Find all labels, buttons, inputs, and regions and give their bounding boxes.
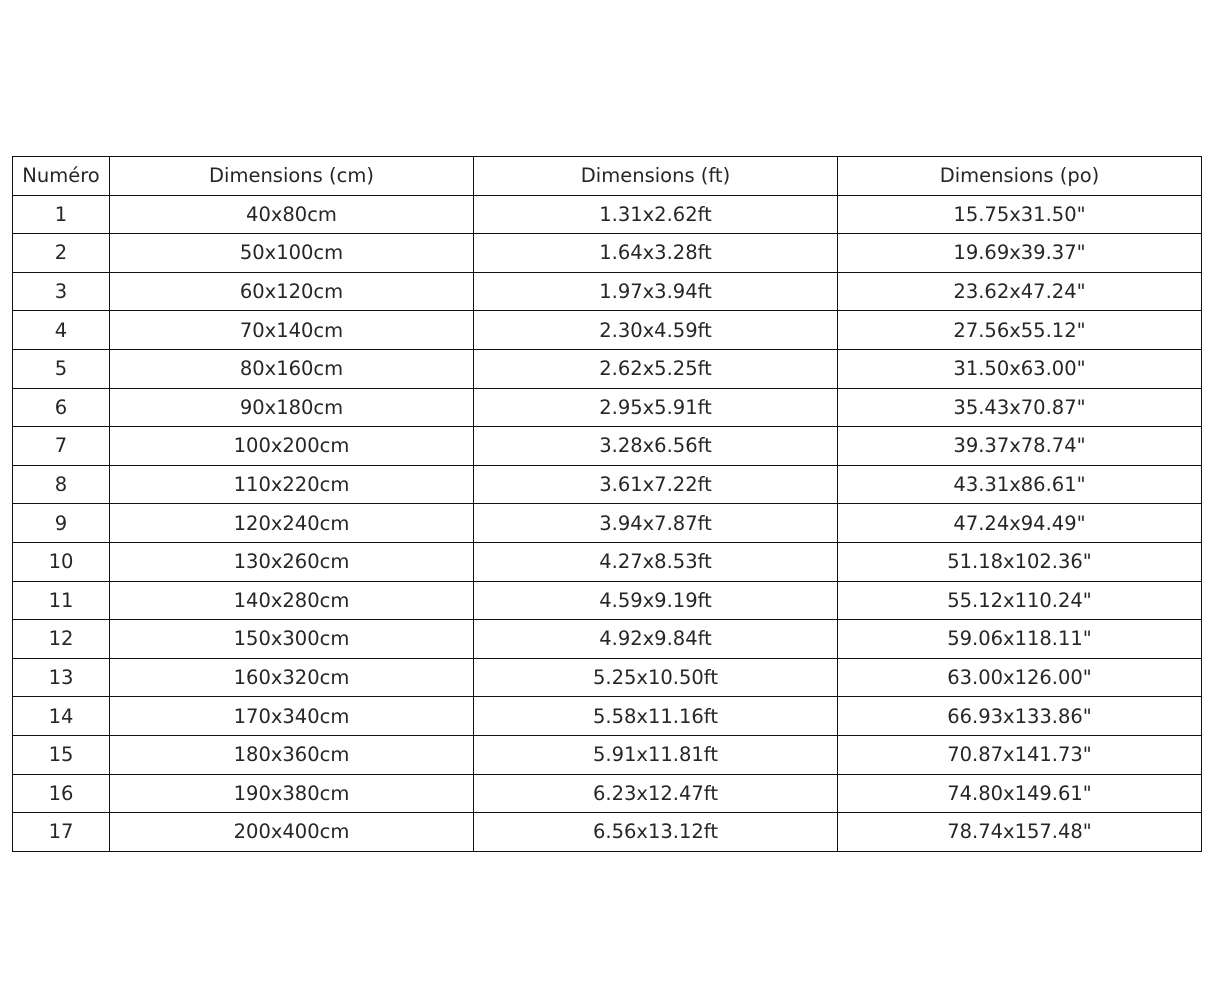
cell-dimensions-cm: 120x240cm — [109, 503, 474, 543]
cell-numero: 6 — [12, 387, 110, 428]
table-row: 8 110x220cm 3.61x7.22ft 43.31x86.61" — [12, 464, 1202, 505]
header-dimensions-po: Dimensions (po) — [837, 156, 1202, 196]
cell-dimensions-ft: 6.56x13.12ft — [473, 812, 838, 852]
cell-dimensions-cm: 80x160cm — [109, 348, 474, 389]
cell-dimensions-po: 35.43x70.87" — [837, 387, 1202, 428]
table-row: 1 40x80cm 1.31x2.62ft 15.75x31.50" — [12, 194, 1202, 235]
table-row: 4 70x140cm 2.30x4.59ft 27.56x55.12" — [12, 310, 1202, 350]
cell-numero: 17 — [12, 812, 110, 852]
cell-numero: 16 — [12, 773, 110, 814]
cell-numero: 10 — [12, 541, 110, 582]
cell-dimensions-cm: 190x380cm — [109, 773, 474, 814]
cell-dimensions-po: 47.24x94.49" — [837, 503, 1202, 543]
cell-dimensions-ft: 6.23x12.47ft — [473, 773, 838, 814]
cell-dimensions-po: 74.80x149.61" — [837, 773, 1202, 814]
table-row: 6 90x180cm 2.95x5.91ft 35.43x70.87" — [12, 387, 1202, 428]
cell-numero: 4 — [12, 310, 110, 350]
header-numero: Numéro — [12, 156, 110, 196]
cell-numero: 5 — [12, 348, 110, 389]
cell-dimensions-po: 63.00x126.00" — [837, 657, 1202, 698]
table-row: 2 50x100cm 1.64x3.28ft 19.69x39.37" — [12, 233, 1202, 273]
table-row: 17 200x400cm 6.56x13.12ft 78.74x157.48" — [12, 812, 1202, 852]
cell-dimensions-cm: 40x80cm — [109, 194, 474, 235]
cell-dimensions-po: 70.87x141.73" — [837, 734, 1202, 775]
cell-dimensions-cm: 130x260cm — [109, 541, 474, 582]
cell-dimensions-ft: 2.62x5.25ft — [473, 348, 838, 389]
cell-dimensions-ft: 3.61x7.22ft — [473, 464, 838, 505]
cell-dimensions-po: 23.62x47.24" — [837, 271, 1202, 312]
cell-dimensions-cm: 90x180cm — [109, 387, 474, 428]
header-dimensions-ft: Dimensions (ft) — [473, 156, 838, 196]
cell-numero: 15 — [12, 734, 110, 775]
cell-numero: 9 — [12, 503, 110, 543]
cell-dimensions-ft: 5.25x10.50ft — [473, 657, 838, 698]
table-row: 9 120x240cm 3.94x7.87ft 47.24x94.49" — [12, 503, 1202, 543]
cell-numero: 7 — [12, 426, 110, 466]
cell-dimensions-po: 78.74x157.48" — [837, 812, 1202, 852]
cell-dimensions-po: 66.93x133.86" — [837, 696, 1202, 736]
cell-dimensions-po: 51.18x102.36" — [837, 541, 1202, 582]
cell-dimensions-cm: 110x220cm — [109, 464, 474, 505]
table-row: 7 100x200cm 3.28x6.56ft 39.37x78.74" — [12, 426, 1202, 466]
cell-dimensions-po: 55.12x110.24" — [837, 580, 1202, 621]
cell-dimensions-po: 39.37x78.74" — [837, 426, 1202, 466]
cell-dimensions-po: 15.75x31.50" — [837, 194, 1202, 235]
cell-numero: 11 — [12, 580, 110, 621]
cell-dimensions-ft: 1.64x3.28ft — [473, 233, 838, 273]
cell-dimensions-ft: 2.30x4.59ft — [473, 310, 838, 350]
cell-numero: 8 — [12, 464, 110, 505]
table-row: 13 160x320cm 5.25x10.50ft 63.00x126.00" — [12, 657, 1202, 698]
header-row: Numéro Dimensions (cm) Dimensions (ft) D… — [12, 156, 1202, 196]
cell-dimensions-cm: 70x140cm — [109, 310, 474, 350]
cell-dimensions-ft: 5.58x11.16ft — [473, 696, 838, 736]
cell-dimensions-ft: 5.91x11.81ft — [473, 734, 838, 775]
table-row: 5 80x160cm 2.62x5.25ft 31.50x63.00" — [12, 348, 1202, 389]
cell-dimensions-ft: 4.27x8.53ft — [473, 541, 838, 582]
cell-dimensions-po: 59.06x118.11" — [837, 619, 1202, 659]
table-row: 3 60x120cm 1.97x3.94ft 23.62x47.24" — [12, 271, 1202, 312]
table-row: 15 180x360cm 5.91x11.81ft 70.87x141.73" — [12, 734, 1202, 775]
table-body: 1 40x80cm 1.31x2.62ft 15.75x31.50" 2 50x100cm… — [12, 194, 1202, 852]
cell-dimensions-cm: 50x100cm — [109, 233, 474, 273]
cell-numero: 13 — [12, 657, 110, 698]
cell-dimensions-cm: 160x320cm — [109, 657, 474, 698]
cell-numero: 14 — [12, 696, 110, 736]
cell-dimensions-po: 27.56x55.12" — [837, 310, 1202, 350]
cell-dimensions-cm: 170x340cm — [109, 696, 474, 736]
cell-dimensions-cm: 180x360cm — [109, 734, 474, 775]
table-row: 14 170x340cm 5.58x11.16ft 66.93x133.86" — [12, 696, 1202, 736]
cell-dimensions-po: 19.69x39.37" — [837, 233, 1202, 273]
cell-numero: 2 — [12, 233, 110, 273]
cell-numero: 12 — [12, 619, 110, 659]
dimensions-table: Numéro Dimensions (cm) Dimensions (ft) D… — [12, 156, 1202, 852]
cell-numero: 3 — [12, 271, 110, 312]
cell-numero: 1 — [12, 194, 110, 235]
cell-dimensions-cm: 150x300cm — [109, 619, 474, 659]
table-row: 11 140x280cm 4.59x9.19ft 55.12x110.24" — [12, 580, 1202, 621]
header-dimensions-cm: Dimensions (cm) — [109, 156, 474, 196]
table-row: 16 190x380cm 6.23x12.47ft 74.80x149.61" — [12, 773, 1202, 814]
cell-dimensions-cm: 60x120cm — [109, 271, 474, 312]
cell-dimensions-ft: 1.31x2.62ft — [473, 194, 838, 235]
table-row: 12 150x300cm 4.92x9.84ft 59.06x118.11" — [12, 619, 1202, 659]
cell-dimensions-cm: 140x280cm — [109, 580, 474, 621]
table-row: 10 130x260cm 4.27x8.53ft 51.18x102.36" — [12, 541, 1202, 582]
cell-dimensions-ft: 4.59x9.19ft — [473, 580, 838, 621]
cell-dimensions-po: 31.50x63.00" — [837, 348, 1202, 389]
cell-dimensions-ft: 3.94x7.87ft — [473, 503, 838, 543]
cell-dimensions-cm: 100x200cm — [109, 426, 474, 466]
cell-dimensions-ft: 1.97x3.94ft — [473, 271, 838, 312]
cell-dimensions-po: 43.31x86.61" — [837, 464, 1202, 505]
cell-dimensions-cm: 200x400cm — [109, 812, 474, 852]
cell-dimensions-ft: 2.95x5.91ft — [473, 387, 838, 428]
cell-dimensions-ft: 4.92x9.84ft — [473, 619, 838, 659]
cell-dimensions-ft: 3.28x6.56ft — [473, 426, 838, 466]
